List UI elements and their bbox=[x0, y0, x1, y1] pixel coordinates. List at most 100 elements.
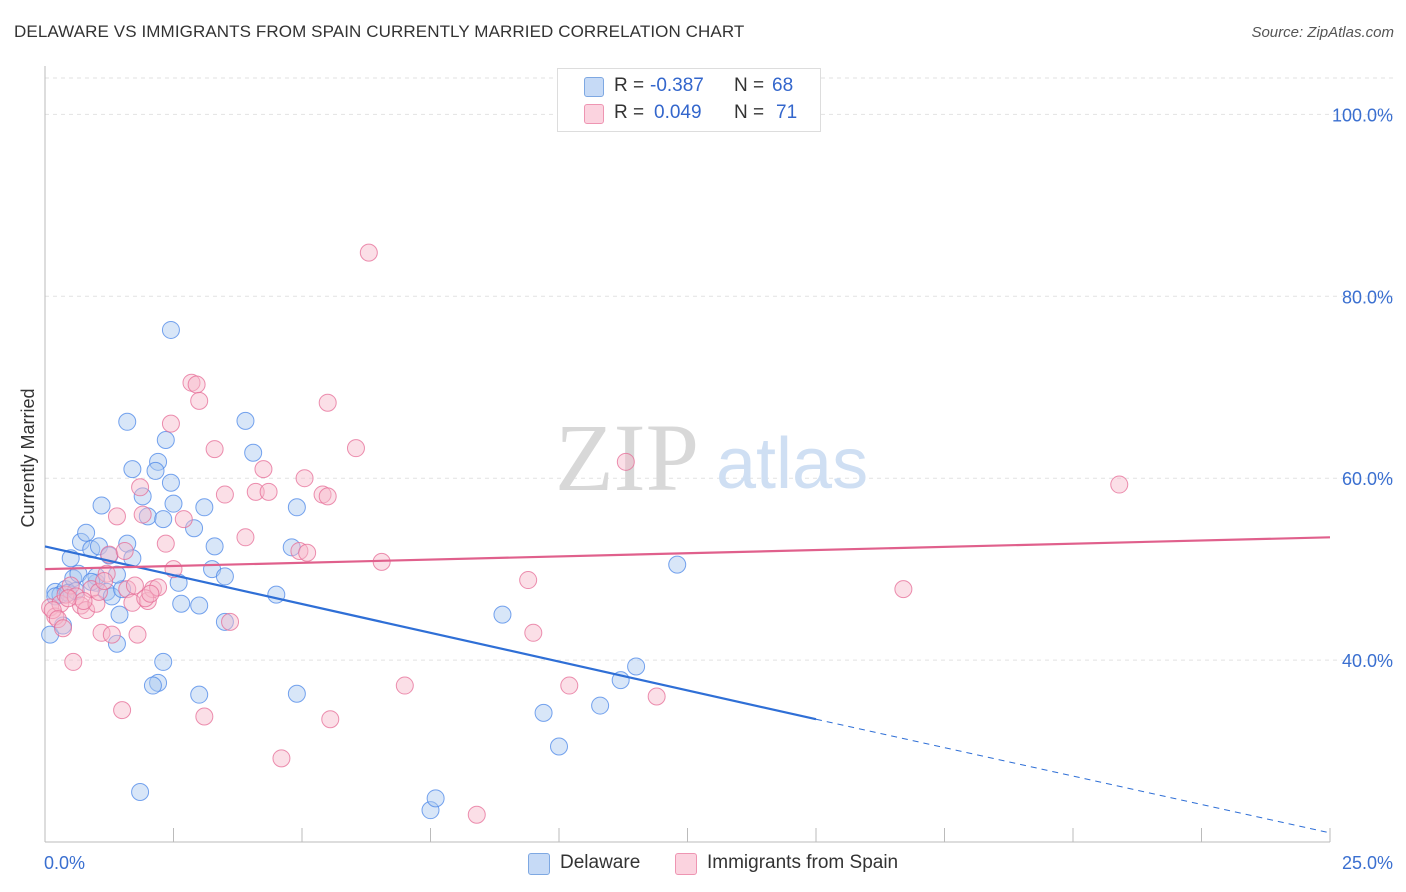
delaware-point bbox=[627, 657, 646, 676]
spain-point bbox=[156, 534, 175, 553]
spain-point bbox=[195, 707, 214, 726]
x-tick-label: 25.0% bbox=[1342, 853, 1393, 873]
spain-point bbox=[359, 243, 378, 262]
spain-point bbox=[187, 375, 206, 394]
delaware-point bbox=[66, 581, 85, 600]
spain-point bbox=[272, 749, 291, 768]
spain-point bbox=[519, 571, 538, 590]
spain-point bbox=[395, 676, 414, 695]
delaware-point bbox=[215, 612, 234, 631]
spain-point bbox=[298, 543, 317, 562]
spain-point bbox=[64, 652, 83, 671]
spain-point bbox=[59, 589, 78, 608]
delaware-point bbox=[131, 782, 150, 801]
spain-point bbox=[89, 582, 108, 601]
delaware-point bbox=[534, 703, 553, 722]
delaware-point bbox=[154, 510, 173, 529]
delaware-trend-extension bbox=[815, 718, 1331, 834]
delaware-point bbox=[421, 801, 440, 820]
tick-labels: 40.0% 60.0% 80.0% 100.0% 0.0% 25.0% bbox=[44, 105, 1393, 873]
spain-point bbox=[102, 625, 121, 644]
legend-n-value: 71 bbox=[776, 102, 798, 123]
spain-point bbox=[174, 510, 193, 529]
delaware-point bbox=[205, 537, 224, 556]
spain-point bbox=[246, 482, 265, 501]
delaware-point bbox=[149, 673, 168, 692]
spain-point bbox=[131, 478, 150, 497]
delaware-point bbox=[92, 496, 111, 515]
spain-point bbox=[161, 414, 180, 433]
spain-point bbox=[48, 610, 67, 629]
y-tick-label: 40.0% bbox=[1342, 651, 1393, 671]
x-tick-label: 0.0% bbox=[44, 853, 85, 873]
spain-point bbox=[205, 440, 224, 459]
spain-point bbox=[53, 619, 72, 638]
delaware-point bbox=[71, 532, 90, 551]
delaware-point bbox=[156, 430, 175, 449]
spain-point bbox=[125, 576, 144, 595]
delaware-point bbox=[195, 498, 214, 517]
spain-point bbox=[128, 625, 147, 644]
spain-point bbox=[560, 676, 579, 695]
delaware-point bbox=[82, 572, 101, 591]
spain-point bbox=[97, 564, 116, 583]
delaware-point bbox=[287, 498, 306, 517]
watermark-atlas: atlas bbox=[716, 424, 868, 504]
spain-point bbox=[115, 541, 134, 560]
delaware-point bbox=[236, 411, 255, 430]
delaware-point bbox=[185, 519, 204, 538]
trend-lines bbox=[44, 536, 1331, 834]
y-tick-label: 60.0% bbox=[1342, 469, 1393, 489]
legend-swatch-spain bbox=[584, 104, 604, 124]
spain-trend-line bbox=[44, 536, 1331, 571]
source-label: Source: ZipAtlas.com bbox=[1251, 24, 1394, 41]
delaware-point bbox=[426, 789, 445, 808]
delaware-point bbox=[118, 412, 137, 431]
spain-point bbox=[647, 687, 666, 706]
spain-point bbox=[321, 710, 340, 729]
spain-point bbox=[346, 439, 365, 458]
spain-point bbox=[221, 612, 240, 631]
grid-lines bbox=[45, 77, 1393, 661]
spain-point bbox=[43, 601, 62, 620]
spain-point bbox=[290, 541, 309, 560]
delaware-point bbox=[215, 567, 234, 586]
delaware-point bbox=[244, 443, 263, 462]
delaware-point bbox=[161, 320, 180, 339]
bottom-swatch-delaware bbox=[528, 853, 550, 875]
delaware-point bbox=[493, 605, 512, 624]
axes bbox=[44, 66, 1331, 843]
delaware-point bbox=[591, 696, 610, 715]
delaware-point bbox=[668, 555, 687, 574]
delaware-points bbox=[41, 320, 687, 820]
legend-n-value: 68 bbox=[772, 75, 794, 96]
spain-point bbox=[1110, 475, 1129, 494]
spain-point bbox=[616, 452, 635, 471]
delaware-point bbox=[190, 685, 209, 704]
spain-point bbox=[133, 505, 152, 524]
legend-n-label: N = bbox=[734, 102, 765, 123]
legend-r-label: R = bbox=[614, 75, 645, 96]
spain-point bbox=[190, 391, 209, 410]
delaware-point bbox=[154, 652, 173, 671]
stats-legend: R = -0.387 N = 68 R = 0.049 N = 71 bbox=[557, 68, 821, 132]
legend-r-value: 0.049 bbox=[654, 102, 702, 123]
spain-point bbox=[74, 591, 93, 610]
spain-point bbox=[113, 701, 132, 720]
delaware-point bbox=[123, 460, 142, 479]
delaware-point bbox=[77, 523, 96, 542]
delaware-point bbox=[143, 676, 162, 695]
bottom-legend-label: Immigrants from Spain bbox=[707, 852, 899, 873]
chart-title: DELAWARE VS IMMIGRANTS FROM SPAIN CURREN… bbox=[14, 22, 745, 41]
delaware-point bbox=[107, 634, 126, 653]
delaware-point bbox=[161, 473, 180, 492]
spain-point bbox=[254, 460, 273, 479]
spain-point bbox=[138, 591, 157, 610]
bottom-legend-label: Delaware bbox=[560, 852, 641, 873]
y-tick-label: 80.0% bbox=[1342, 287, 1393, 307]
spain-point bbox=[894, 580, 913, 599]
legend-swatch-delaware bbox=[584, 77, 604, 97]
spain-point bbox=[318, 487, 337, 506]
spain-points bbox=[41, 243, 1129, 824]
